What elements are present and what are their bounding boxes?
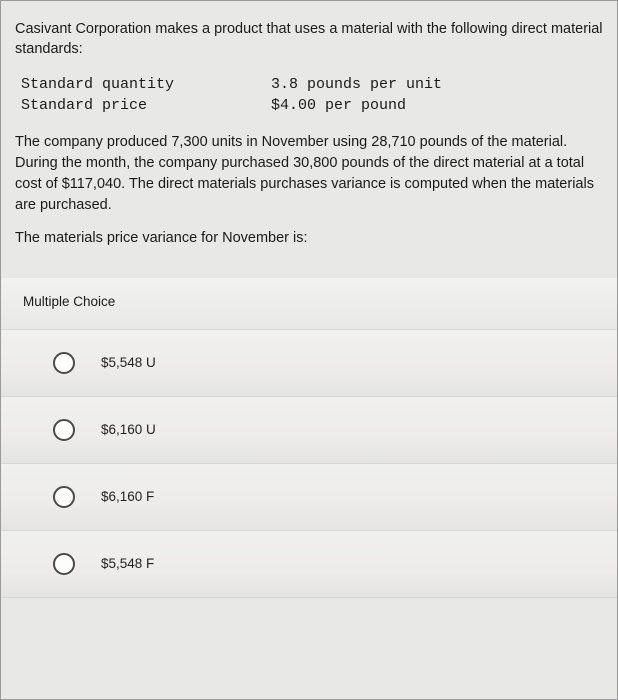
standards-block: Standard quantity Standard price 3.8 pou… (21, 74, 603, 116)
question-text: The materials price variance for Novembe… (15, 230, 603, 246)
choice-option[interactable]: $5,548 F (1, 531, 617, 598)
radio-icon (53, 553, 75, 575)
body-text: The company produced 7,300 units in Nove… (15, 132, 603, 216)
radio-icon (53, 419, 75, 441)
intro-text: Casivant Corporation makes a product tha… (15, 19, 603, 60)
std-qty-value: 3.8 pounds per unit (271, 74, 603, 95)
choice-label: $6,160 F (101, 489, 154, 504)
choice-label: $5,548 F (101, 556, 154, 571)
choice-label: $5,548 U (101, 355, 156, 370)
standards-labels: Standard quantity Standard price (21, 74, 271, 116)
choice-option[interactable]: $5,548 U (1, 330, 617, 397)
choice-option[interactable]: $6,160 F (1, 464, 617, 531)
std-price-value: $4.00 per pound (271, 95, 603, 116)
std-price-label: Standard price (21, 95, 271, 116)
choices-list: $5,548 U $6,160 U $6,160 F $5,548 F (1, 330, 617, 598)
standards-values: 3.8 pounds per unit $4.00 per pound (271, 74, 603, 116)
choice-label: $6,160 U (101, 422, 156, 437)
choice-option[interactable]: $6,160 U (1, 397, 617, 464)
std-qty-label: Standard quantity (21, 74, 271, 95)
multiple-choice-header: Multiple Choice (1, 278, 617, 330)
question-page: Casivant Corporation makes a product tha… (0, 0, 618, 700)
radio-icon (53, 352, 75, 374)
radio-icon (53, 486, 75, 508)
